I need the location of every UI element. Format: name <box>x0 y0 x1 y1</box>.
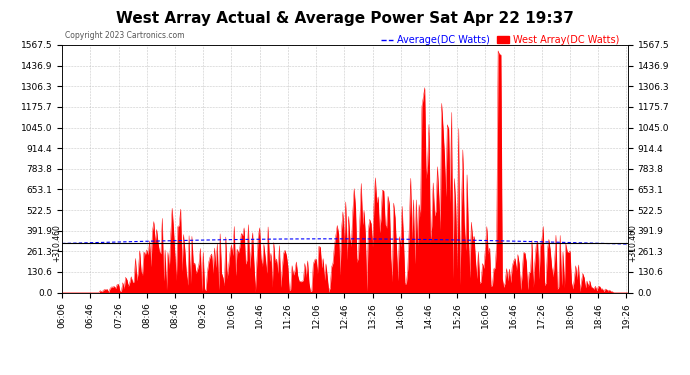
Text: West Array Actual & Average Power Sat Apr 22 19:37: West Array Actual & Average Power Sat Ap… <box>116 11 574 26</box>
Text: +310.460: +310.460 <box>629 225 638 262</box>
Text: Copyright 2023 Cartronics.com: Copyright 2023 Cartronics.com <box>65 32 184 40</box>
Legend: Average(DC Watts), West Array(DC Watts): Average(DC Watts), West Array(DC Watts) <box>377 31 623 49</box>
Text: +310.460: +310.460 <box>52 225 61 262</box>
